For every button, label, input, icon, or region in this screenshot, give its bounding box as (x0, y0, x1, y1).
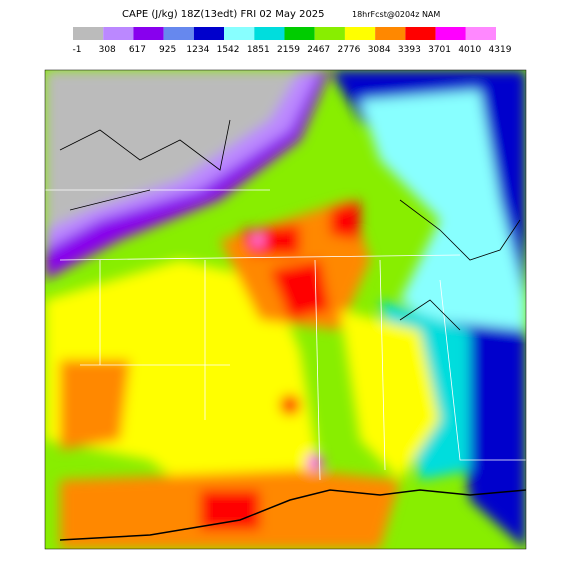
colorbar-swatch (254, 27, 285, 40)
colorbar-label: 1234 (186, 45, 209, 55)
colorbar-label: 1851 (247, 45, 270, 55)
colorbar-swatch (73, 27, 104, 40)
contours (59, 119, 521, 331)
colorbar-label: 4319 (489, 45, 512, 55)
colorbar-swatch (435, 27, 466, 40)
map-title: CAPE (J/kg) 18Z(13edt) FRI 02 May 2025 (122, 9, 325, 20)
colorbar-swatch (193, 27, 225, 40)
state-borders (45, 189, 526, 481)
colorbar-swatch (465, 27, 496, 40)
coastline (59, 489, 526, 541)
colorbar-label: 925 (159, 45, 176, 55)
colorbar-swatch (314, 27, 345, 40)
cape-field (45, 70, 526, 549)
colorbar-label: -1 (73, 45, 82, 55)
colorbar-swatch (344, 27, 376, 40)
colorbar-label: 3084 (368, 45, 391, 55)
colorbar-swatch (284, 27, 315, 40)
colorbar-label: 2159 (277, 45, 300, 55)
colorbar-label: 4010 (458, 45, 481, 55)
colorbar: -1 308 617 925 1234 1542 1851 2159 2467 2776 3084 3… (73, 27, 512, 55)
colorbar-swatch (224, 27, 255, 40)
colorbar-swatch (375, 27, 406, 40)
colorbar-swatch (133, 27, 164, 40)
colorbar-label: 2776 (337, 45, 360, 55)
colorbar-swatch (103, 27, 134, 40)
map-subtitle: 18hrFcst@0204z NAM (352, 10, 440, 19)
colorbar-swatch (405, 27, 436, 40)
colorbar-label: 2467 (307, 45, 330, 55)
colorbar-label: 1542 (217, 45, 240, 55)
colorbar-label: 617 (129, 45, 146, 55)
colorbar-label: 3701 (428, 45, 451, 55)
map-frame (44, 69, 527, 550)
colorbar-swatch (163, 27, 194, 40)
colorbar-label: 3393 (398, 45, 421, 55)
colorbar-label: 308 (99, 45, 116, 55)
